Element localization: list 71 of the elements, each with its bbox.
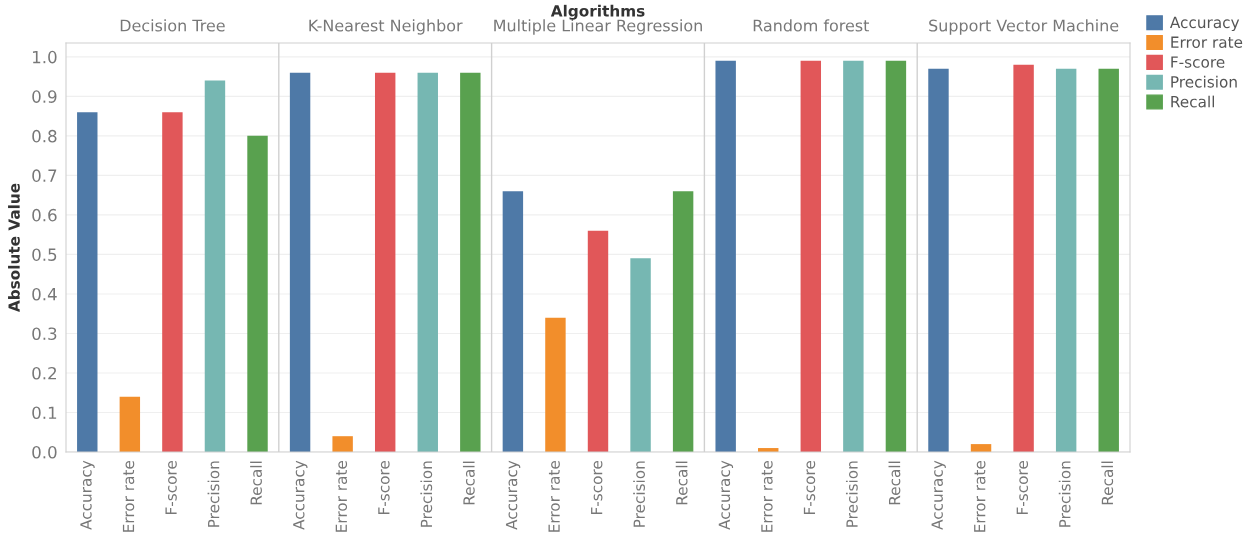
text: Recall [250, 461, 262, 505]
text: Error rate [548, 460, 560, 532]
text: Recall [888, 461, 901, 505]
text: Precision [633, 461, 645, 527]
bar [630, 258, 651, 452]
bar [1055, 68, 1077, 452]
bar [77, 112, 98, 452]
text: Accuracy [505, 460, 521, 530]
text: Accuracy [293, 460, 308, 530]
bar [800, 60, 822, 452]
text: Precision [845, 461, 858, 527]
text: Precision [207, 461, 220, 527]
y-tick-label: 0.8 [32, 129, 57, 143]
legend-label: Accuracy [1169, 16, 1240, 32]
text: F-score [803, 460, 816, 515]
bar [460, 72, 481, 452]
bar [843, 60, 864, 452]
bar [204, 80, 226, 452]
text: Accuracy [718, 460, 734, 530]
bar [374, 72, 396, 452]
bar [289, 72, 311, 452]
legend-label: Precision [1171, 75, 1237, 88]
y-tick-label: 0.2 [32, 366, 56, 380]
y-tick-label: 0.5 [32, 248, 57, 261]
bar [332, 436, 353, 452]
x-axis-title: Algorithms [550, 4, 645, 20]
y-tick-label: 0.7 [32, 169, 57, 182]
bar [119, 396, 141, 452]
bar [672, 191, 694, 452]
bar [502, 191, 524, 452]
text: Precision [420, 461, 433, 527]
text: Recall [675, 461, 688, 505]
x-tick-label: Support Vector Machine [929, 19, 1119, 35]
bar [1013, 64, 1034, 452]
text: F-score [1016, 460, 1029, 515]
text: Precision [1058, 461, 1071, 527]
text: Accuracy [931, 460, 946, 530]
text: Recall [1101, 461, 1114, 505]
bar [885, 60, 907, 452]
bar [715, 60, 736, 452]
bar [162, 112, 183, 452]
bar [417, 72, 438, 452]
x-tick-label: Random forest [753, 19, 870, 32]
text: Accuracy [80, 460, 95, 530]
y-tick-label: 1.0 [32, 50, 57, 64]
bar [928, 68, 949, 452]
y-tick-label: 0.9 [32, 90, 57, 103]
x-tick-label: Multiple Linear Regression [494, 19, 702, 35]
text: Error rate [122, 460, 135, 532]
y-tick-label: 0.1 [32, 406, 57, 420]
text: Error rate [335, 460, 348, 532]
text: F-score [165, 460, 177, 515]
bar [1098, 68, 1119, 452]
legend-label: F-score [1171, 56, 1225, 68]
x-tick-label: K-Nearest Neighbor [309, 19, 463, 35]
text: F-score [378, 460, 390, 515]
bar [587, 230, 609, 452]
text: Recall [462, 461, 475, 505]
bar [545, 317, 566, 452]
y-tick-label: 0.3 [32, 327, 57, 341]
text: Error rate [761, 460, 773, 532]
x-tick-label: Decision Tree [120, 19, 225, 32]
text: F-score [591, 460, 603, 515]
y-tick-label: 0.0 [32, 445, 57, 459]
bar [247, 135, 268, 452]
y-tick-label: 0.6 [32, 208, 57, 222]
legend-label: Recall [1171, 95, 1214, 108]
y-axis-title: Absolute Value [8, 183, 20, 313]
text: Error rate [974, 460, 986, 532]
legend-label: Error rate [1171, 36, 1243, 48]
y-tick-label: 0.4 [32, 287, 57, 301]
